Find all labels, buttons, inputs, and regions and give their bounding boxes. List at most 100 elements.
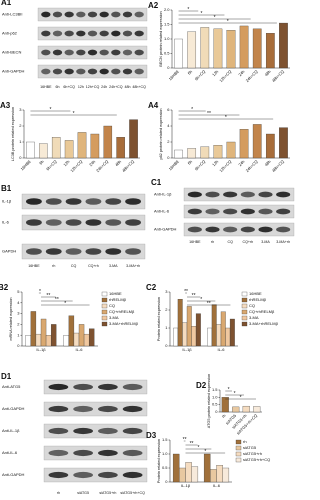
x-tick-label: 6h+CQ — [194, 69, 207, 82]
lane-label: 12h — [78, 85, 84, 89]
lane-label: siATG5 — [77, 491, 89, 495]
significance-label: ** — [207, 111, 211, 117]
bar — [252, 124, 262, 159]
bar — [177, 299, 183, 347]
bar — [129, 119, 138, 159]
bar — [225, 327, 231, 347]
blot-band — [25, 248, 42, 255]
blot-band — [134, 11, 144, 18]
significance-label: * — [240, 395, 242, 401]
lane-label: CQ — [227, 240, 233, 244]
x-tick-label: 12h+CQ — [69, 159, 83, 173]
bar — [221, 397, 229, 413]
blot-band — [48, 471, 69, 479]
blot-band — [73, 427, 94, 435]
bar — [173, 327, 179, 347]
legend-swatch — [241, 321, 248, 327]
y-tick-label: 1.0 — [164, 36, 170, 41]
legend-label: 16HBE — [249, 291, 262, 296]
blot-row-label: Anti-LC3BII — [2, 12, 22, 17]
bar — [187, 148, 197, 159]
legend-label: 16HBE — [109, 291, 122, 296]
blot-strip — [43, 423, 148, 439]
bar — [242, 405, 250, 413]
blot-strip — [21, 214, 146, 231]
blot-band — [76, 30, 86, 37]
legend-label: 3-MA — [109, 315, 119, 320]
blot-row-label: Anti-GAPDH — [154, 227, 177, 232]
y-tick-label: 6 — [167, 107, 170, 112]
y-axis-label: Protein related expression — [157, 439, 161, 483]
blot-band — [41, 30, 51, 37]
blot-band — [25, 198, 42, 205]
blot-strip — [43, 401, 148, 417]
blot-band — [276, 208, 291, 215]
blot-band — [105, 198, 122, 205]
y-tick-label: 5 — [17, 289, 20, 294]
panel-label: A4 — [148, 101, 159, 110]
blot-band — [52, 68, 63, 75]
legend-swatch — [101, 291, 108, 297]
significance-label: * — [39, 289, 41, 295]
y-tick-label: 4 — [17, 300, 20, 305]
lane-label: rh — [211, 240, 214, 244]
blot-band — [85, 248, 102, 255]
lane-label: 48h+CQ — [132, 85, 146, 89]
blot-band — [41, 49, 51, 56]
significance-label: * — [187, 7, 189, 13]
blot-band — [64, 11, 74, 18]
lane-label: CQ+rh — [242, 240, 253, 244]
blot-band — [134, 49, 144, 56]
y-tick-label: 0 — [17, 343, 20, 348]
panel-label: D3 — [146, 431, 157, 440]
x-tick-label: 48h — [264, 159, 272, 167]
significance-label: * — [214, 15, 216, 21]
x-tick-label: 24h+CQ — [245, 159, 259, 173]
bar — [265, 133, 275, 159]
legend-label: rh — [243, 439, 247, 444]
blot-band — [111, 11, 121, 18]
y-tick-label: 0 — [215, 409, 218, 414]
lane-label: 24h — [101, 85, 107, 89]
blot-band — [48, 449, 69, 457]
bar — [116, 137, 125, 159]
blot-band — [99, 49, 109, 56]
legend-label: 3-MA+rhRELMβ — [249, 321, 279, 326]
lane-label: CQ+rh — [88, 264, 99, 268]
bar — [213, 145, 223, 159]
y-tick-label: 1 — [19, 139, 22, 144]
blot-band — [122, 68, 133, 75]
y-tick-label: 1.5 — [212, 387, 218, 392]
blot-band — [97, 405, 118, 413]
blot-band — [45, 219, 62, 226]
blot-band — [187, 208, 202, 215]
blot-band — [122, 30, 133, 37]
blot-band — [48, 427, 69, 435]
lane-label: 6h+CQ — [63, 85, 75, 89]
blot-strip — [43, 445, 148, 461]
y-tick-label: 2 — [17, 321, 20, 326]
bar — [229, 318, 235, 347]
bar — [35, 333, 42, 347]
blot-band — [41, 68, 51, 75]
y-tick-label: 1.0 — [162, 451, 168, 456]
blot-band — [76, 49, 86, 56]
x-tick-label: IL-1β — [181, 483, 191, 488]
blot-band — [105, 248, 122, 255]
blot-band — [205, 226, 220, 233]
blot-band — [134, 30, 144, 37]
x-tick-label: 48h — [114, 159, 122, 167]
bar — [68, 315, 75, 347]
x-tick-label: 24h — [237, 159, 245, 167]
bar — [220, 311, 226, 347]
blot-band — [205, 208, 220, 215]
blot-band — [64, 49, 74, 56]
bar — [88, 328, 95, 347]
bar — [200, 27, 210, 69]
legend-swatch — [241, 303, 248, 309]
x-tick-label: 16HBE — [168, 69, 181, 82]
blot-band — [65, 198, 82, 205]
x-tick-label: 6h+CQ — [45, 159, 58, 172]
x-tick-label: 6h — [186, 69, 193, 76]
legend-label: siATG5+rh+CQ — [243, 457, 270, 462]
